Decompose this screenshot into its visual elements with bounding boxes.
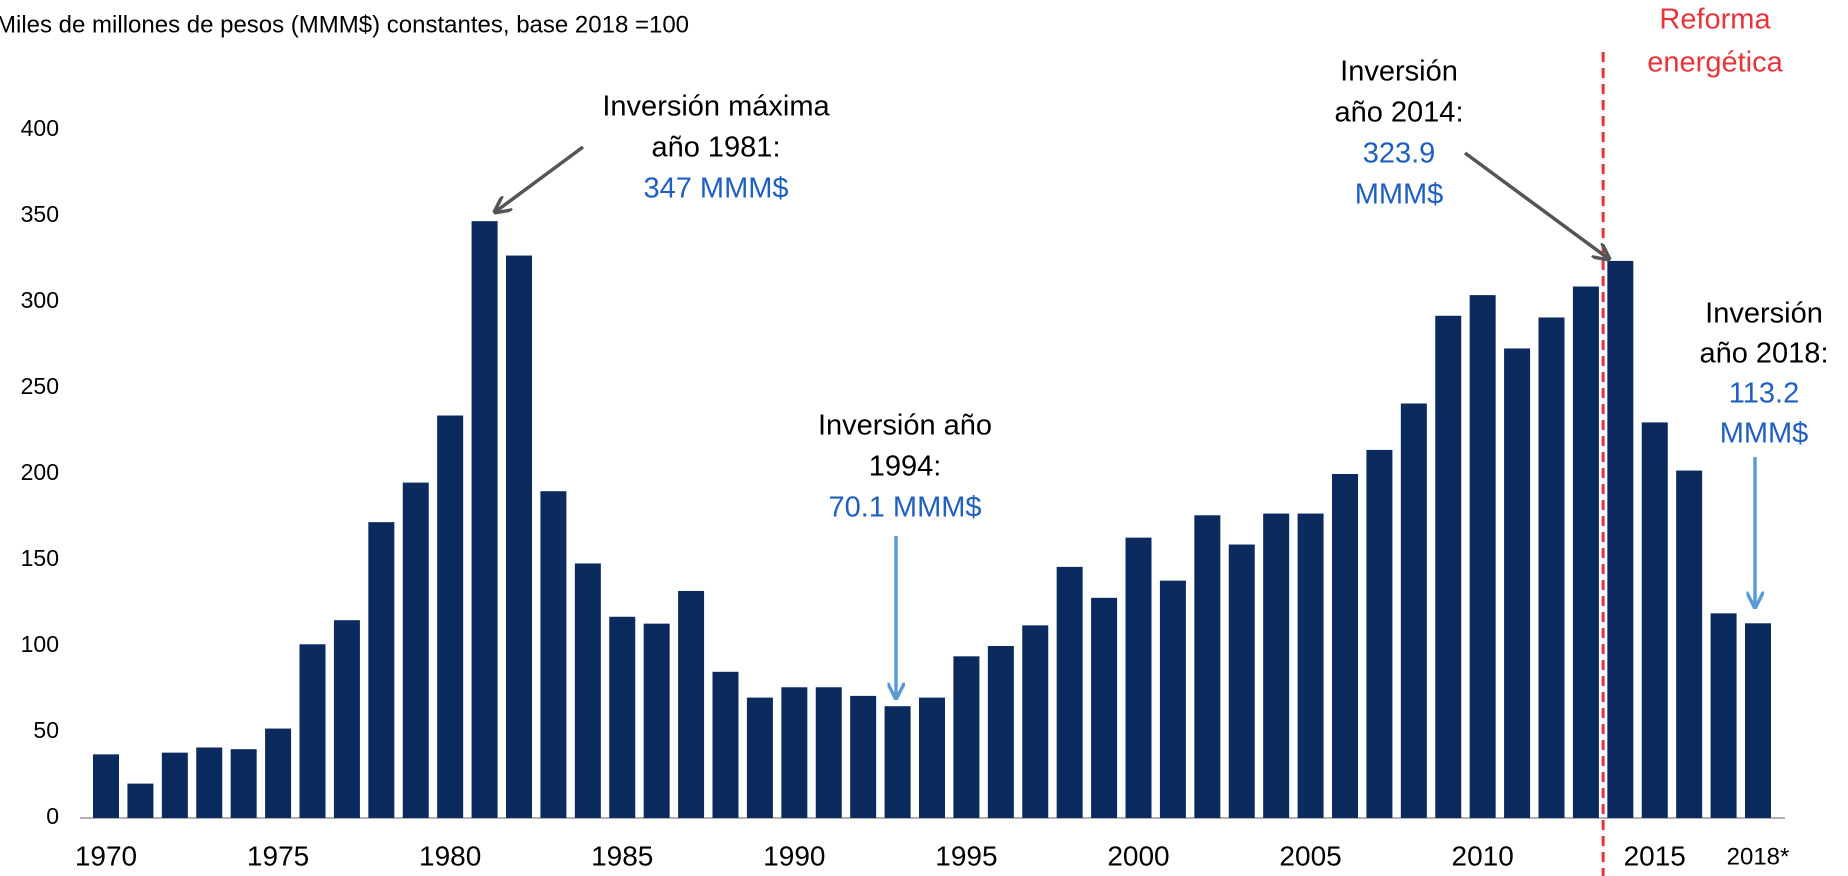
bar: [471, 221, 498, 818]
bar: [1297, 513, 1324, 818]
bar: [506, 255, 532, 818]
bar: [1435, 315, 1462, 818]
y-tick-label: 350: [21, 201, 59, 227]
bar: [368, 522, 395, 818]
reform-label: energética: [1647, 47, 1783, 79]
bar: [127, 783, 154, 818]
bar: [1572, 286, 1599, 818]
bar: [1125, 537, 1152, 818]
annotation-text: Inversión máxima: [602, 91, 830, 123]
bar: [333, 620, 360, 818]
bar: [161, 752, 188, 818]
bar: [1710, 613, 1737, 818]
bar: [919, 697, 945, 818]
y-tick-label: 0: [46, 803, 59, 829]
bar: [1400, 403, 1427, 818]
annotation-text: 1994:: [869, 451, 942, 483]
axis-title: Miles de millones de pesos (MMM$) consta…: [0, 11, 689, 38]
y-tick-label: 250: [21, 373, 59, 399]
bar: [402, 482, 429, 818]
x-tick-label: 2000: [1107, 840, 1169, 871]
annotation-value: 347 MMM$: [643, 173, 788, 205]
bar: [815, 687, 842, 818]
bar: [1366, 449, 1393, 818]
y-tick-label: 50: [33, 717, 59, 743]
annotation-value: 323.9: [1363, 138, 1436, 170]
y-tick-label: 150: [21, 545, 59, 571]
y-tick-label: 300: [21, 287, 59, 313]
bar: [1194, 515, 1221, 818]
bar: [1607, 260, 1634, 819]
annotation-value: 113.2: [1729, 378, 1799, 410]
x-tick-label: 2005: [1279, 840, 1341, 871]
bar: [884, 706, 911, 818]
bar: [1676, 470, 1703, 818]
y-tick-label: 100: [21, 631, 59, 657]
annotation-value: MMM$: [1720, 418, 1809, 450]
reform-label: Reforma: [1659, 4, 1771, 36]
annotation-text: Inversión: [1705, 298, 1823, 330]
bar: [1538, 317, 1565, 818]
x-tick-label: 2010: [1452, 840, 1514, 871]
annotation-value: 70.1 MMM$: [828, 492, 981, 524]
bar: [746, 697, 773, 818]
bar: [574, 563, 601, 818]
bar: [1263, 513, 1290, 818]
bar: [1091, 597, 1118, 818]
bar: [1056, 566, 1083, 818]
bar: [953, 656, 980, 818]
bar: [299, 644, 326, 818]
x-tick-label: 1995: [935, 840, 997, 871]
bar: [437, 415, 464, 818]
x-tick-label: 1980: [419, 840, 481, 871]
annotation-text: año 2014:: [1334, 97, 1463, 129]
annotation-value: MMM$: [1355, 179, 1444, 211]
bar: [540, 491, 567, 818]
bar: [987, 646, 1014, 818]
annotation-text: año 1981:: [651, 132, 780, 164]
bar: [1228, 544, 1255, 818]
bar: [1469, 295, 1496, 818]
bar: [609, 616, 636, 818]
bar: [93, 754, 119, 818]
annotation-arrow: [495, 145, 585, 212]
bar: [1641, 422, 1668, 818]
y-tick-label: 400: [21, 115, 59, 141]
bar: [1332, 474, 1358, 818]
bar: [781, 687, 808, 818]
x-tick-label: 2015: [1624, 840, 1686, 871]
bar: [643, 623, 670, 818]
y-tick-label: 200: [21, 459, 59, 485]
bar: [230, 749, 257, 818]
annotation-arrow: [1463, 151, 1609, 259]
bar: [1504, 348, 1531, 818]
x-tick-label: 2018*: [1727, 843, 1790, 870]
x-tick-label: 1990: [763, 840, 825, 871]
x-tick-label: 1975: [247, 840, 309, 871]
annotation-text: año 2018:: [1699, 338, 1828, 370]
annotation-text: Inversión: [1340, 56, 1458, 88]
bar: [1745, 623, 1771, 818]
x-tick-label: 1985: [591, 840, 653, 871]
bar: [678, 590, 705, 818]
x-tick-label: 1970: [75, 840, 137, 871]
bar: [712, 671, 739, 818]
bar: [1159, 580, 1186, 818]
bar: [196, 747, 223, 818]
annotation-text: Inversión año: [818, 410, 992, 442]
bar: [850, 695, 877, 818]
bar: [1022, 625, 1049, 818]
bar: [265, 728, 292, 818]
